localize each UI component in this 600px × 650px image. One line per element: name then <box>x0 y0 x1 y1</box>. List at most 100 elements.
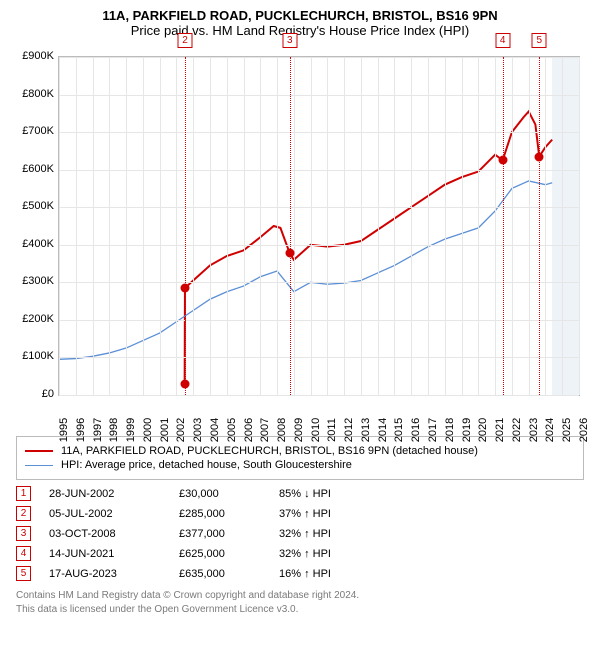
sale-idx-box: 2 <box>16 506 31 521</box>
sale-delta: 16% ↑ HPI <box>279 568 399 580</box>
gridline-v <box>512 57 513 395</box>
legend: 11A, PARKFIELD ROAD, PUCKLECHURCH, BRIST… <box>16 436 584 480</box>
gridline-v <box>478 57 479 395</box>
gridline-v <box>277 57 278 395</box>
x-tick-label: 1995 <box>58 418 70 442</box>
gridline-v <box>260 57 261 395</box>
footer-attribution: Contains HM Land Registry data © Crown c… <box>16 589 584 616</box>
x-tick-label: 2006 <box>243 418 255 442</box>
y-tick-label: £300K <box>22 275 54 287</box>
gridline-v <box>126 57 127 395</box>
gridline-h <box>59 320 579 321</box>
gridline-h <box>59 282 579 283</box>
series-property <box>185 111 553 383</box>
gridline-v <box>109 57 110 395</box>
gridline-v <box>495 57 496 395</box>
x-tick-label: 2013 <box>360 418 372 442</box>
x-tick-label: 2020 <box>477 418 489 442</box>
legend-swatch <box>25 465 53 466</box>
gridline-v <box>193 57 194 395</box>
gridline-h <box>59 57 579 58</box>
sale-date: 28-JUN-2002 <box>49 488 179 500</box>
gridline-v <box>579 57 580 395</box>
x-tick-label: 2010 <box>310 418 322 442</box>
x-tick-label: 2002 <box>175 418 187 442</box>
x-tick-label: 1998 <box>108 418 120 442</box>
gridline-v <box>59 57 60 395</box>
gridline-v <box>143 57 144 395</box>
x-tick-label: 2009 <box>293 418 305 442</box>
marker-dot <box>498 156 507 165</box>
x-tick-label: 2023 <box>528 418 540 442</box>
sale-date: 14-JUN-2021 <box>49 548 179 560</box>
sale-idx-box: 4 <box>16 546 31 561</box>
sale-price: £377,000 <box>179 528 279 540</box>
x-tick-label: 2011 <box>326 418 338 442</box>
sale-row: 205-JUL-2002£285,00037% ↑ HPI <box>16 506 584 521</box>
marker-dot <box>535 152 544 161</box>
marker-dot <box>180 283 189 292</box>
gridline-v <box>545 57 546 395</box>
x-tick-label: 2016 <box>410 418 422 442</box>
x-tick-label: 2025 <box>561 418 573 442</box>
gridline-v <box>428 57 429 395</box>
sale-row: 414-JUN-2021£625,00032% ↑ HPI <box>16 546 584 561</box>
gridline-v <box>76 57 77 395</box>
y-tick-label: £500K <box>22 200 54 212</box>
y-tick-label: £600K <box>22 163 54 175</box>
sales-table: 1 28-JUN-2002£30,00085% ↓ HPI 205-JUL-2002… <box>16 486 584 581</box>
x-tick-label: 2007 <box>259 418 271 442</box>
legend-item: HPI: Average price, detached house, Sout… <box>25 459 575 471</box>
x-tick-label: 2018 <box>444 418 456 442</box>
sale-delta: 32% ↑ HPI <box>279 528 399 540</box>
sale-price: £635,000 <box>179 568 279 580</box>
sale-delta: 32% ↑ HPI <box>279 548 399 560</box>
sale-idx-box: 1 <box>16 486 31 501</box>
x-tick-label: 2017 <box>427 418 439 442</box>
x-tick-label: 2012 <box>343 418 355 442</box>
x-tick-label: 2024 <box>544 418 556 442</box>
gridline-v <box>176 57 177 395</box>
marker-line <box>539 57 540 395</box>
chart: 2345 £0£100K£200K£300K£400K£500K£600K£70… <box>10 46 590 426</box>
gridline-h <box>59 395 579 396</box>
gridline-v <box>361 57 362 395</box>
sale-delta: 85% ↓ HPI <box>279 488 399 500</box>
x-tick-label: 1999 <box>125 418 137 442</box>
chart-title: 11A, PARKFIELD ROAD, PUCKLECHURCH, BRIST… <box>8 8 592 23</box>
y-tick-label: £700K <box>22 125 54 137</box>
x-tick-label: 2021 <box>494 418 506 442</box>
sale-idx-box: 3 <box>16 526 31 541</box>
sale-idx-box: 5 <box>16 566 31 581</box>
x-tick-label: 2026 <box>578 418 590 442</box>
y-tick-label: £100K <box>22 350 54 362</box>
marker-dot <box>285 249 294 258</box>
x-tick-label: 2015 <box>393 418 405 442</box>
y-tick-label: £0 <box>42 388 54 400</box>
x-tick-label: 2014 <box>377 418 389 442</box>
plot-area: 2345 <box>58 56 580 396</box>
x-tick-label: 2008 <box>276 418 288 442</box>
gridline-v <box>344 57 345 395</box>
marker-idx-box: 3 <box>282 33 297 48</box>
gridline-h <box>59 245 579 246</box>
gridline-v <box>411 57 412 395</box>
gridline-v <box>294 57 295 395</box>
marker-idx-box: 5 <box>532 33 547 48</box>
sale-row: 1 28-JUN-2002£30,00085% ↓ HPI <box>16 486 584 501</box>
x-tick-label: 1996 <box>75 418 87 442</box>
marker-line <box>185 57 186 395</box>
x-tick-label: 2001 <box>159 418 171 442</box>
legend-item: 11A, PARKFIELD ROAD, PUCKLECHURCH, BRIST… <box>25 445 575 457</box>
gridline-v <box>160 57 161 395</box>
legend-label: 11A, PARKFIELD ROAD, PUCKLECHURCH, BRIST… <box>61 445 478 457</box>
gridline-v <box>394 57 395 395</box>
page-container: 11A, PARKFIELD ROAD, PUCKLECHURCH, BRIST… <box>0 0 600 624</box>
marker-line <box>503 57 504 395</box>
sale-price: £30,000 <box>179 488 279 500</box>
sale-row: 303-OCT-2008£377,00032% ↑ HPI <box>16 526 584 541</box>
gridline-v <box>562 57 563 395</box>
x-tick-label: 2000 <box>142 418 154 442</box>
gridline-h <box>59 95 579 96</box>
y-tick-label: £900K <box>22 50 54 62</box>
